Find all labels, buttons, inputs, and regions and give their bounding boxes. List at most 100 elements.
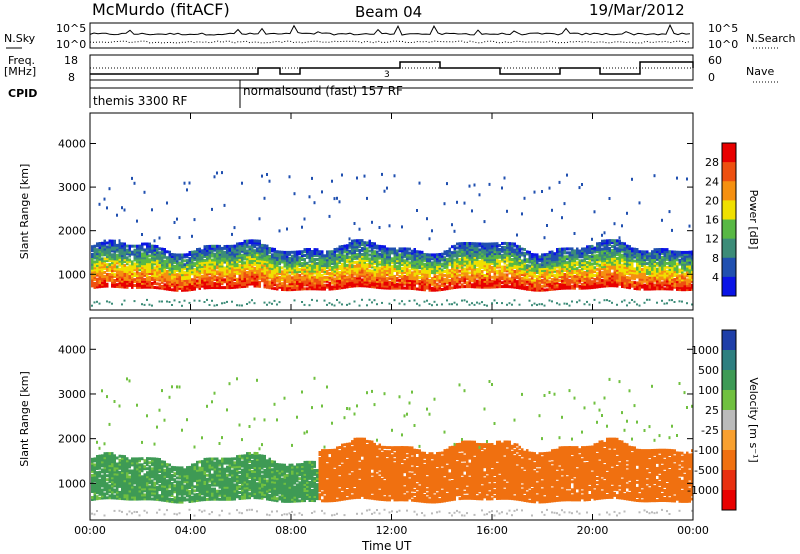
heatmap-cell [621,263,624,267]
heatmap-cell [613,252,616,256]
heatmap-cell [191,288,194,291]
heatmap-cell [281,266,284,270]
heatmap-cell [363,268,366,272]
heatmap-cell [403,276,406,280]
heatmap-cell [628,245,631,249]
heatmap-cell [388,286,391,290]
heatmap-cell [323,266,326,270]
heatmap-cell [566,255,569,259]
heatmap-cell [166,256,169,260]
heatmap-cell [253,270,256,274]
heatmap-cell [596,258,599,261]
heatmap-cell [418,287,421,291]
heatmap-cell [288,270,291,274]
heatmap-cell [508,285,511,289]
heatmap-cell [521,269,524,273]
heatmap-cell [143,268,146,271]
heatmap-cell [163,267,166,271]
heatmap-cell [611,284,614,288]
heatmap-cell [656,285,659,289]
heatmap-cell [428,237,431,241]
heatmap-cell [613,245,616,249]
heatmap-cell [211,284,214,287]
heatmap-cell [223,260,226,264]
heatmap-cell [258,269,261,273]
heatmap-cell [636,248,639,251]
heatmap-cell [583,282,586,286]
heatmap-cell [438,266,441,270]
heatmap-cell [571,251,574,255]
heatmap-cell [128,281,131,285]
heatmap-cell [328,264,331,267]
heatmap-cell [243,239,246,243]
heatmap-cell [366,241,369,245]
heatmap-cell [333,277,336,281]
heatmap-cell [163,253,166,257]
heatmap-cell [241,304,243,307]
heatmap-cell [266,303,268,306]
heatmap-cell [381,262,384,266]
heatmap-cell [101,284,104,288]
heatmap-cell [308,265,311,269]
heatmap-cell [538,303,541,306]
heatmap-cell [271,249,274,253]
heatmap-cell [576,280,579,284]
heatmap-cell [483,304,486,306]
heatmap-cell [286,276,289,280]
heatmap-cell [658,287,661,291]
heatmap-cell [98,242,101,245]
heatmap-cell [373,299,376,302]
heatmap-cell [653,248,656,252]
heatmap-cell [378,282,381,286]
heatmap-cell [593,266,596,270]
heatmap-cell [493,258,496,261]
heatmap-cell [486,270,489,273]
heatmap-cell [228,258,231,262]
heatmap-cell [121,273,124,277]
heatmap-cell [136,246,139,250]
heatmap-cell [278,262,281,266]
heatmap-cell [448,247,451,251]
heatmap-cell [556,265,559,269]
heatmap-cell [261,247,264,251]
heatmap-cell [226,258,229,262]
heatmap-cell [368,257,371,261]
heatmap-cell [308,281,311,285]
heatmap-cell [103,276,106,280]
heatmap-cell [228,286,231,290]
heatmap-cell [226,264,229,268]
heatmap-cell [126,256,129,260]
heatmap-cell [606,268,609,272]
heatmap-cell [603,231,606,235]
heatmap-cell [676,256,679,260]
heatmap-cell [636,285,639,289]
heatmap-cell [383,263,386,266]
heatmap-cell [301,301,303,303]
heatmap-cell [346,283,349,287]
heatmap-cell [631,270,634,274]
heatmap-cell [428,274,431,278]
heatmap-cell [621,224,623,228]
heatmap-cell [176,269,179,273]
heatmap-cell [291,254,294,258]
heatmap-cell [118,249,121,253]
heatmap-cell [591,284,594,288]
heatmap-cell [553,279,556,283]
heatmap-cell [201,251,204,255]
heatmap-cell [548,252,551,256]
heatmap-cell [561,282,564,286]
heatmap-cell [166,277,169,281]
heatmap-cell [548,258,551,262]
heatmap-cell [176,265,179,269]
heatmap-cell [103,251,106,255]
heatmap-cell [348,269,351,273]
heatmap-cell [516,252,519,256]
heatmap-cell [678,284,681,288]
heatmap-cell [451,270,454,274]
heatmap-cell [368,277,371,280]
heatmap-cell [218,256,221,260]
heatmap-cell [578,255,581,259]
heatmap-cell [316,269,319,273]
heatmap-cell [613,266,616,270]
heatmap-cell [518,268,521,272]
